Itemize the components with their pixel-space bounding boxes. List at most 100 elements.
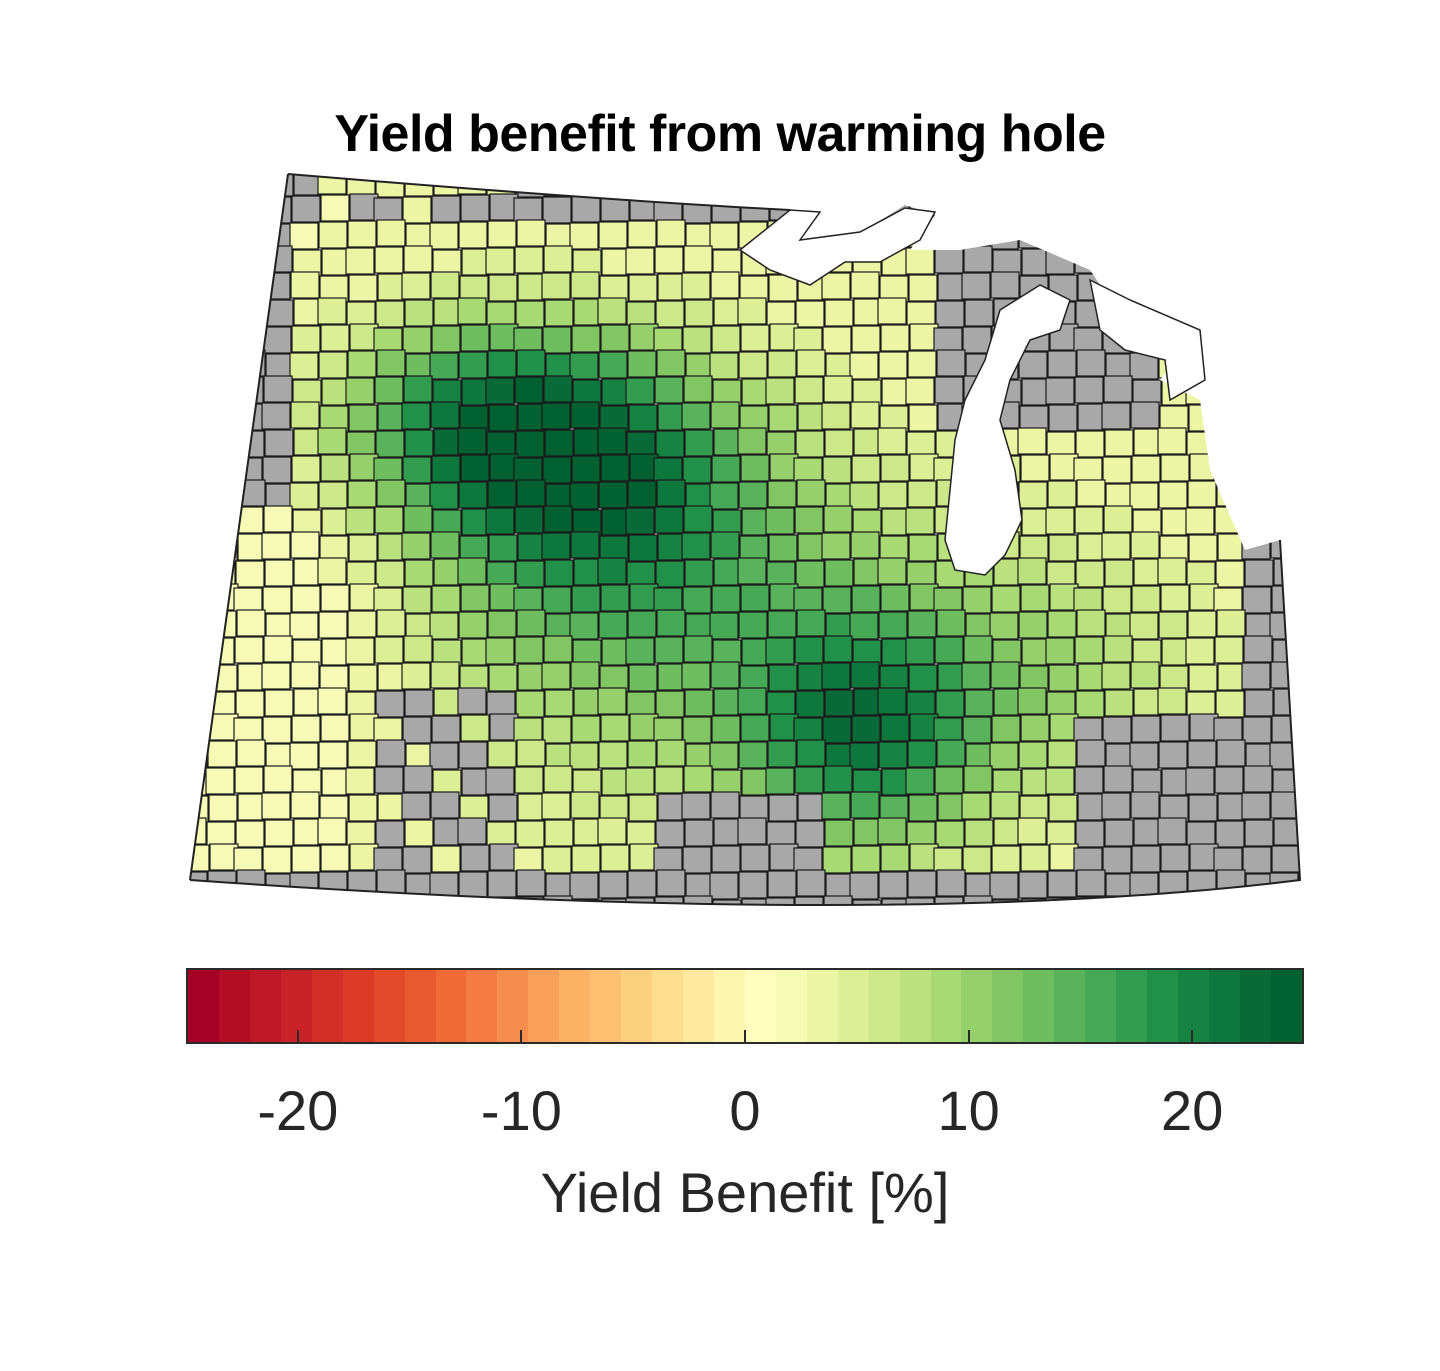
county-cell [1301, 585, 1329, 611]
county-cell [765, 637, 795, 665]
county-cell [909, 925, 937, 950]
county-cell [1157, 557, 1187, 585]
county-cell [1185, 637, 1215, 665]
county-cell [768, 794, 798, 822]
county-cell [1244, 174, 1274, 197]
county-cell [625, 507, 655, 535]
county-cell [345, 377, 375, 405]
county-cell [935, 300, 965, 328]
county-cell [712, 899, 742, 905]
county-cell [516, 869, 546, 897]
county-cell [461, 508, 491, 536]
county-cell [290, 401, 320, 429]
county-cell [1185, 507, 1215, 535]
county-cell [457, 297, 487, 325]
county-cell [1076, 869, 1106, 897]
county-cell [541, 272, 571, 300]
county-cell [1242, 456, 1272, 484]
county-cell [627, 870, 657, 898]
county-cell [627, 480, 657, 508]
county-cell [460, 584, 490, 612]
county-cell [190, 405, 209, 433]
county-cell [1075, 560, 1105, 588]
county-cell [1215, 174, 1245, 198]
county-cell [626, 174, 656, 199]
county-cell [850, 661, 880, 689]
county-cell [711, 325, 741, 353]
county-cell [1157, 817, 1187, 845]
county-cell [684, 819, 714, 847]
county-cell [850, 401, 880, 429]
county-cell [1189, 925, 1217, 950]
county-cell [769, 583, 799, 611]
county-cell [402, 456, 432, 484]
county-cell [236, 609, 266, 637]
county-cell [878, 351, 908, 379]
county-cell [1076, 349, 1106, 377]
county-cell [487, 870, 517, 898]
county-cell [190, 174, 207, 195]
county-cell [1244, 429, 1274, 457]
colorbar-tick-label: 20 [1161, 1079, 1224, 1142]
colorbar-segment [1239, 970, 1271, 1042]
county-cell [1102, 716, 1132, 744]
lake-superior [738, 207, 937, 286]
county-cell [1161, 898, 1191, 905]
county-cell [261, 792, 291, 820]
county-cell [658, 924, 686, 950]
county-cell [1020, 926, 1048, 950]
county-cell [573, 174, 603, 196]
county-cell [190, 871, 208, 899]
county-cell [824, 819, 854, 847]
county-cell [1242, 923, 1270, 949]
county-cell [709, 612, 739, 640]
county-cell [628, 534, 658, 562]
county-cell [190, 638, 211, 666]
county-cell [235, 300, 265, 328]
county-cell [1157, 687, 1187, 715]
county-cell [317, 817, 347, 845]
county-cell [1215, 300, 1245, 328]
county-cell [655, 820, 685, 848]
county-cell [709, 742, 739, 770]
county-cell [347, 740, 377, 768]
colorbar-segment [249, 970, 281, 1042]
county-cell [628, 274, 658, 302]
county-cell [237, 273, 267, 301]
county-cell [852, 899, 882, 905]
county-cell [489, 843, 519, 871]
county-cell [514, 766, 544, 794]
county-cell [461, 638, 491, 666]
county-cell [291, 585, 321, 613]
county-cell [961, 792, 991, 820]
county-cell [541, 532, 571, 560]
county-cell [1299, 665, 1300, 693]
county-cell [1130, 271, 1160, 299]
county-cell [207, 740, 237, 768]
county-cell [378, 924, 406, 950]
county-cell [851, 325, 881, 353]
county-cell [710, 661, 740, 689]
county-cell [190, 221, 208, 249]
county-cell [627, 220, 657, 248]
county-cell [573, 558, 603, 586]
county-cell [600, 324, 630, 352]
county-cell [1242, 326, 1272, 354]
county-cell [432, 899, 462, 905]
county-cell [263, 505, 293, 533]
county-cell [711, 845, 741, 873]
county-cell [1213, 327, 1243, 355]
county-cell [1243, 765, 1273, 793]
county-cell [1301, 845, 1329, 871]
county-cell [905, 637, 935, 665]
county-cell [429, 742, 459, 770]
county-cell [1160, 844, 1190, 872]
county-cell [794, 506, 824, 534]
county-cell [597, 817, 627, 845]
county-cell [654, 766, 684, 794]
county-cell [993, 174, 1023, 196]
county-cell [738, 871, 768, 899]
county-cell [401, 792, 431, 820]
county-cell [1302, 639, 1330, 665]
county-cell [1241, 532, 1271, 560]
